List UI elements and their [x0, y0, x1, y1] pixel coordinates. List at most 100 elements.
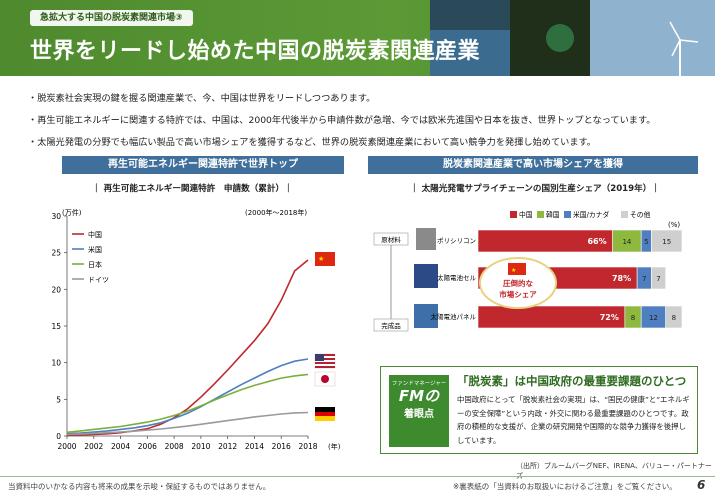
bar-value-label: 78%	[612, 274, 631, 283]
solar-panel-photo	[414, 304, 438, 328]
y-tick-label: 25	[51, 249, 61, 258]
bullet-item: 脱炭素社会実現の鍵を握る関連産業で、今、中国は世界をリードしつつあります。	[28, 88, 708, 110]
category-label: 太陽電池セル	[437, 273, 477, 282]
series-line-2	[66, 373, 309, 434]
stage-bottom-label: 完成品	[381, 321, 401, 330]
category-label: ポリシリコン	[437, 237, 476, 245]
x-tick-label: 2000	[57, 442, 76, 451]
bar-value-label: 15	[662, 238, 671, 246]
series-line-0	[66, 259, 309, 437]
line-chart-axes: 0 5 10 15 20 25 30 2000 2002 2004 2006 2008 2010 2012…	[51, 212, 317, 451]
legend-label: 米国/カナダ	[573, 210, 609, 219]
period-label: (2000年〜2018年)	[245, 208, 307, 217]
x-tick-label: 2014	[245, 442, 264, 451]
bar-value-label: 8	[672, 314, 676, 322]
patent-line-chart: (万件) (2000年〜2018年) (年) 0 5 10 15 20 25 30 2000 2…	[51, 208, 341, 451]
bar-chart-title: ｜ 太陽光発電サプライチェーンの国別生産シェア（2019年）｜	[410, 184, 660, 194]
page-title: 世界をリードし始めた中国の脱炭素関連産業	[30, 39, 481, 64]
bar-value-label: 72%	[600, 313, 619, 322]
bar-value-label: 8	[631, 314, 635, 322]
us-flag-icon	[314, 353, 336, 369]
x-tick-label: 2002	[84, 442, 103, 451]
legend-label: 中国	[88, 230, 102, 239]
turbine-blade	[669, 21, 681, 41]
legend-label: その他	[630, 210, 651, 219]
disclaimer-right: ※裏表紙の「当資料のお取扱いにおけるご注意」をご覧ください。	[453, 482, 677, 491]
stage-top-label: 原材料	[381, 235, 401, 244]
category-label: 太陽電池パネル	[431, 312, 477, 321]
bar-value-label: 7	[642, 275, 646, 283]
bar-segment	[651, 266, 666, 290]
bullet-item: 太陽光発電の分野でも幅広い製品で高い市場シェアを獲得するなど、世界の脱炭素関連産…	[28, 132, 708, 154]
x-tick-label: 2010	[191, 442, 210, 451]
china-flag-icon	[508, 263, 526, 275]
line-chart-series	[66, 259, 309, 437]
fm-text: 中国政府にとって「脱炭素社会の実現」は、“国民の健康”と“エネルギーの安全保障”…	[457, 395, 690, 445]
y-tick-label: 0	[56, 432, 61, 441]
legend-label: 韓国	[546, 210, 560, 219]
footer: 当資料中のいかなる内容も将来の成果を示唆・保証するものではありません。 ※裏表紙…	[0, 476, 715, 496]
germany-flag-icon	[315, 407, 335, 421]
series-line-1	[66, 358, 309, 435]
turbine-blade	[671, 39, 681, 57]
legend-swatch	[564, 211, 571, 218]
callout-line-2: 市場シェア	[499, 289, 537, 299]
disclaimer-left: 当資料中のいかなる内容も将来の成果を示唆・保証するものではありません。	[8, 482, 271, 491]
wind-turbine-photo	[590, 0, 715, 76]
y-tick-label: 10	[51, 359, 61, 368]
y-tick-label: 20	[51, 285, 61, 294]
x-tick-label: 2004	[111, 442, 130, 451]
y-unit-label: (万件)	[62, 208, 82, 217]
country-flags: ★	[314, 252, 336, 421]
y-tick-label: 30	[51, 212, 61, 221]
x-tick-label: 2016	[272, 442, 291, 451]
legend-swatch	[510, 211, 517, 218]
charger-plug-shape	[546, 24, 574, 52]
header-photos	[430, 0, 715, 76]
fm-badge-bottom: 着眼点	[404, 409, 434, 420]
header-eyebrow: 急拡大する中国の脱炭素関連市場③	[30, 10, 193, 26]
bar-segment	[665, 305, 683, 329]
legend-swatch	[537, 211, 544, 218]
fm-badge: ファンドマネージャー FMの 着眼点	[389, 375, 449, 447]
x-tick-label: 2012	[218, 442, 237, 451]
line-chart-title: ｜ 再生可能エネルギー関連特許 申請数（累計）｜	[92, 184, 293, 194]
svg-text:★: ★	[318, 255, 324, 263]
bar-value-label: 7	[656, 275, 660, 283]
dominance-callout: ★ 圧倒的な 市場シェア	[479, 257, 557, 309]
legend-label: 米国	[88, 245, 102, 254]
x-tick-label: 2018	[298, 442, 317, 451]
solar-panel-photo-lower	[430, 30, 510, 76]
callout-line-1: 圧倒的な	[503, 278, 533, 288]
x-unit-label: (年)	[328, 442, 341, 451]
bar-value-label: 66%	[587, 237, 606, 246]
stage-top-box	[373, 232, 409, 246]
bar-value-label: 12	[649, 314, 658, 322]
bar-chart-legend: 中国 韓国 米国/カナダ その他	[510, 210, 651, 219]
stage-bottom-box	[373, 318, 409, 332]
y-tick-label: 5	[56, 395, 61, 404]
legend-label: ドイツ	[88, 276, 109, 284]
bar-value-label: 14	[622, 238, 631, 246]
intro-bullets: 脱炭素社会実現の鍵を握る関連産業で、今、中国は世界をリードしつつあります。 再生…	[28, 88, 708, 154]
bullet-item: 再生可能エネルギーに関連する特許では、中国は、2000年代後半から申請件数が急増…	[28, 110, 708, 132]
right-section-heading: 脱炭素関連産業で高い市場シェアを獲得	[368, 156, 698, 174]
polysilicon-photo	[416, 228, 436, 250]
bar-segment	[651, 229, 683, 253]
japan-flag-icon	[314, 371, 336, 387]
percent-label: (%)	[668, 221, 680, 229]
bar-chart-rows: ポリシリコン 66% 14 5 15 太陽電池セル 78% 7 7 太陽電池パネル 72% 8 12 8	[431, 229, 683, 329]
header-banner: 急拡大する中国の脱炭素関連市場③ 世界をリードし始めた中国の脱炭素関連産業	[0, 0, 715, 76]
legend-label: 日本	[88, 260, 102, 269]
turbine-blade	[679, 39, 699, 43]
solar-cell-photo	[414, 264, 438, 288]
bar-value-label: 5	[644, 238, 648, 246]
y-tick-label: 15	[51, 322, 61, 331]
china-flag-icon: ★	[315, 252, 335, 266]
left-section-heading: 再生可能エネルギー関連特許で世界トップ	[62, 156, 344, 174]
legend-label: 中国	[519, 210, 533, 219]
page-number: 6	[697, 478, 706, 492]
x-tick-label: 2006	[138, 442, 157, 451]
flag-star: ★	[511, 267, 516, 274]
